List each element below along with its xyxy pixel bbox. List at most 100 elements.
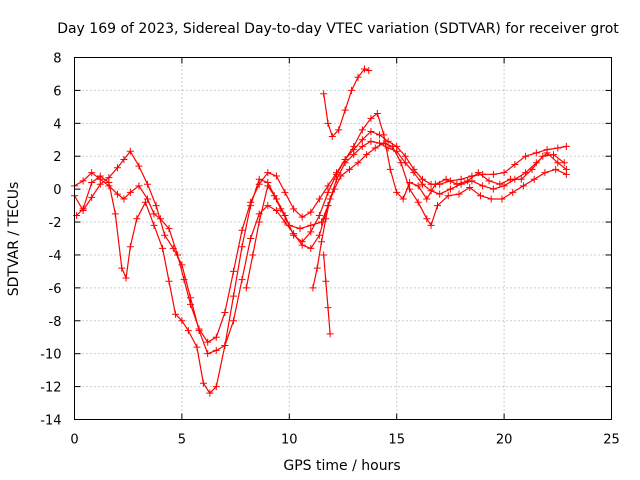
data-point — [380, 139, 388, 147]
data-point — [178, 261, 186, 269]
data-point — [393, 188, 401, 196]
data-series — [309, 195, 334, 292]
data-point — [326, 195, 334, 203]
data-point — [500, 169, 508, 177]
data-point — [434, 202, 442, 210]
data-point — [255, 175, 263, 183]
data-point — [118, 264, 126, 272]
data-point — [133, 215, 141, 223]
data-point — [406, 185, 414, 193]
data-point — [238, 243, 246, 251]
y-tick-label: 4 — [53, 117, 61, 132]
data-point — [120, 195, 128, 203]
data-point — [270, 192, 278, 200]
data-point — [165, 277, 173, 285]
data-point — [530, 175, 538, 183]
data-point — [476, 192, 484, 200]
data-point — [414, 182, 422, 190]
y-tick-label: -12 — [40, 381, 61, 396]
y-tick-label: -2 — [49, 216, 62, 231]
data-point — [507, 175, 515, 183]
data-point — [264, 182, 272, 190]
data-point — [272, 207, 280, 215]
data-point — [399, 195, 407, 203]
data-point — [247, 235, 255, 242]
data-point — [159, 244, 167, 252]
data-point — [487, 195, 495, 203]
data-point — [466, 183, 474, 191]
data-point — [141, 198, 149, 206]
series-trace — [323, 254, 331, 335]
data-point — [341, 156, 349, 164]
series-trace — [323, 68, 370, 138]
data-point — [249, 251, 257, 259]
data-point — [135, 182, 143, 190]
data-point — [318, 238, 326, 246]
series-trace — [76, 112, 565, 394]
data-point — [272, 172, 280, 180]
data-point — [113, 164, 121, 172]
chart-title: Day 169 of 2023, Sidereal Day-to-day VTE… — [57, 21, 619, 37]
data-point — [345, 165, 353, 173]
data-point — [335, 126, 343, 134]
x-axis-label: GPS time / hours — [283, 458, 400, 474]
y-tick-label: -10 — [40, 348, 61, 363]
data-point — [307, 221, 315, 229]
data-point — [464, 177, 472, 185]
data-point — [281, 188, 289, 196]
data-point — [161, 231, 169, 239]
data-point — [229, 317, 237, 325]
data-point — [171, 310, 179, 318]
data-point — [126, 188, 134, 196]
y-tick-label: 8 — [53, 52, 61, 67]
data-point — [348, 86, 356, 94]
data-point — [489, 185, 497, 193]
y-axis-label: SDTVAR / TECUs — [6, 182, 22, 297]
data-point — [186, 294, 194, 302]
data-point — [126, 243, 134, 251]
data-point — [562, 142, 570, 150]
data-point — [532, 149, 540, 157]
data-point — [397, 159, 405, 167]
data-point — [264, 169, 272, 177]
y-tick-label: 2 — [53, 150, 61, 165]
data-point — [498, 195, 506, 203]
plot-frame — [74, 57, 612, 420]
data-point — [247, 202, 255, 210]
data-point — [144, 180, 152, 188]
data-point — [212, 333, 220, 341]
data-point — [277, 205, 285, 213]
y-tick-label: -8 — [49, 315, 62, 330]
data-point — [562, 170, 570, 178]
data-point — [264, 202, 272, 210]
data-point — [333, 170, 341, 178]
data-point — [365, 67, 373, 75]
data-point — [427, 221, 435, 229]
data-point — [358, 126, 366, 134]
data-point — [96, 180, 104, 188]
x-tick-label: 0 — [70, 433, 78, 448]
data-point — [238, 276, 246, 284]
data-point — [479, 182, 487, 190]
data-point — [315, 231, 323, 239]
data-point — [79, 205, 87, 213]
data-point — [453, 180, 461, 188]
data-point — [496, 180, 504, 188]
data-point — [552, 165, 560, 173]
data-point — [550, 151, 558, 159]
data-point — [79, 177, 87, 185]
data-point — [354, 73, 362, 81]
y-tick-label: 6 — [53, 84, 61, 99]
data-point — [150, 210, 158, 218]
data-series — [73, 109, 568, 397]
data-point — [350, 142, 358, 150]
data-point — [360, 65, 368, 73]
data-point — [522, 152, 530, 160]
data-point — [150, 221, 158, 229]
data-point — [371, 144, 379, 152]
data-point — [418, 180, 426, 188]
data-series — [320, 65, 373, 140]
x-tick-label: 10 — [281, 433, 298, 448]
data-point — [436, 190, 444, 198]
data-point — [204, 338, 212, 346]
